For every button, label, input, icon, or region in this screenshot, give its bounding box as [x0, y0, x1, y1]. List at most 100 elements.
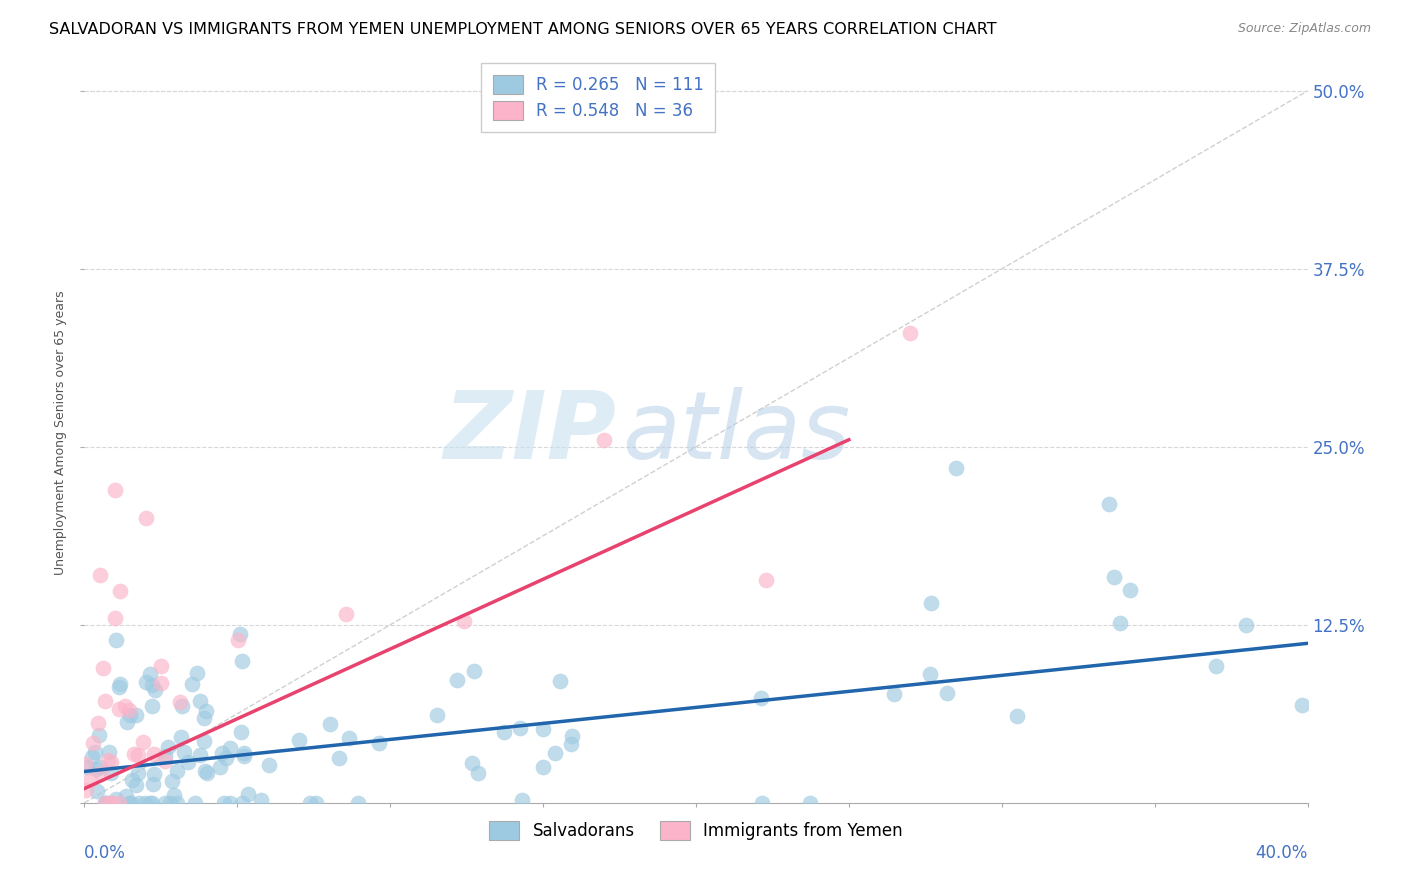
Point: [75, 760, 97, 774]
Point: [1108, 615, 1130, 630]
Point: [108, 702, 131, 716]
Point: [93, 796, 115, 810]
Point: [193, 734, 215, 748]
Point: [920, 596, 942, 610]
Point: [548, 673, 571, 688]
Point: [257, 757, 280, 772]
Point: [219, 796, 242, 810]
Point: [1236, 617, 1258, 632]
Point: [337, 731, 360, 746]
Point: [82, 736, 104, 750]
Point: [107, 796, 129, 810]
Point: [214, 750, 236, 764]
Text: 0.0%: 0.0%: [84, 844, 127, 862]
Point: [135, 511, 157, 525]
Point: [193, 711, 215, 725]
Point: [560, 737, 582, 751]
Point: [166, 764, 188, 779]
Point: [510, 793, 533, 807]
Point: [108, 677, 131, 691]
Point: [319, 717, 342, 731]
Point: [544, 746, 567, 760]
Point: [212, 796, 235, 810]
Point: [98, 745, 121, 759]
Point: [153, 796, 176, 810]
Point: [89, 760, 111, 774]
Point: [184, 796, 207, 810]
Point: [120, 708, 142, 723]
Text: ZIP: ZIP: [443, 386, 616, 479]
Point: [150, 659, 173, 673]
Point: [463, 664, 485, 678]
Point: [108, 583, 131, 598]
Point: [368, 736, 391, 750]
Point: [1118, 582, 1140, 597]
Point: [190, 694, 212, 708]
Point: [128, 796, 150, 810]
Point: [197, 766, 219, 780]
Point: [188, 747, 211, 762]
Point: [89, 568, 111, 582]
Point: [181, 677, 204, 691]
Point: [347, 796, 370, 810]
Point: [153, 754, 176, 768]
Point: [177, 755, 200, 769]
Point: [328, 751, 350, 765]
Point: [84, 745, 107, 759]
Point: [153, 748, 176, 763]
Point: [226, 633, 249, 648]
Point: [169, 695, 191, 709]
Point: [194, 764, 217, 778]
Point: [75, 782, 97, 797]
Point: [142, 777, 165, 791]
Point: [93, 796, 115, 810]
Point: [84, 763, 107, 777]
Point: [231, 654, 253, 668]
Point: [118, 703, 141, 717]
Point: [127, 747, 149, 762]
Point: [104, 610, 127, 624]
Point: [299, 796, 322, 810]
Point: [446, 673, 468, 688]
Text: SALVADORAN VS IMMIGRANTS FROM YEMEN UNEMPLOYMENT AMONG SENIORS OVER 65 YEARS COR: SALVADORAN VS IMMIGRANTS FROM YEMEN UNEM…: [49, 22, 997, 37]
Point: [287, 733, 309, 747]
Legend: Salvadorans, Immigrants from Yemen: Salvadorans, Immigrants from Yemen: [479, 811, 912, 850]
Point: [335, 607, 357, 621]
Point: [94, 796, 117, 810]
Point: [233, 746, 256, 760]
Point: [1098, 497, 1121, 511]
Point: [97, 796, 120, 810]
Point: [238, 787, 260, 801]
Point: [593, 433, 616, 447]
Point: [94, 694, 117, 708]
Point: [105, 632, 128, 647]
Point: [945, 461, 967, 475]
Point: [100, 755, 122, 769]
Point: [935, 686, 957, 700]
Point: [531, 759, 554, 773]
Point: [132, 734, 155, 748]
Point: [139, 796, 162, 810]
Point: [120, 796, 142, 810]
Point: [156, 739, 179, 754]
Point: [229, 627, 252, 641]
Point: [231, 796, 253, 810]
Point: [1102, 570, 1125, 584]
Point: [159, 796, 181, 810]
Point: [104, 791, 127, 805]
Text: 40.0%: 40.0%: [1256, 844, 1308, 862]
Point: [172, 698, 194, 713]
Y-axis label: Unemployment Among Seniors over 65 years: Unemployment Among Seniors over 65 years: [53, 290, 67, 575]
Point: [453, 614, 475, 628]
Point: [160, 774, 183, 789]
Point: [751, 796, 773, 810]
Point: [98, 796, 121, 810]
Point: [107, 680, 129, 694]
Point: [211, 747, 233, 761]
Point: [149, 675, 172, 690]
Point: [80, 750, 103, 764]
Point: [561, 729, 583, 743]
Text: atlas: atlas: [623, 387, 851, 478]
Point: [79, 772, 101, 787]
Point: [920, 667, 942, 681]
